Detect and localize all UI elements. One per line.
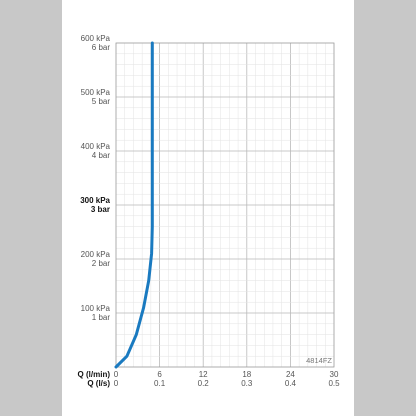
y-tick-bar-label: 5 bar: [92, 97, 111, 106]
plot-border: [115, 42, 335, 368]
x-tick-lmin-label: 30: [330, 370, 339, 379]
x-tick-ls-label: 0.2: [198, 379, 210, 388]
x-tick-ls-label: 0.5: [328, 379, 340, 388]
chart-sheet: [62, 0, 354, 416]
x-tick-lmin-label: 6: [157, 370, 162, 379]
y-tick-bar-label: 2 bar: [92, 259, 111, 268]
x-tick-lmin-label: 24: [286, 370, 295, 379]
x-tick-ls-label: 0.4: [285, 379, 297, 388]
x-tick-ls-label: 0: [114, 379, 119, 388]
y-tick-kpa-label: 500 kPa: [81, 88, 111, 97]
grid: [116, 43, 334, 367]
x-axis-label-ls: Q (l/s): [87, 379, 110, 388]
x-axis-label-lmin: Q (l/min): [78, 370, 111, 379]
y-tick-bar-label: 3 bar: [91, 205, 110, 214]
series-line-0: [114, 41, 154, 369]
x-tick-lmin-label: 18: [242, 370, 251, 379]
y-tick-kpa-label: 100 kPa: [81, 304, 111, 313]
chart-code: 4814FZ: [306, 356, 332, 365]
x-tick-ls-label: 0.3: [241, 379, 253, 388]
y-tick-kpa-label: 300 kPa: [80, 196, 110, 205]
y-tick-bar-label: 6 bar: [92, 43, 111, 52]
x-tick-ls-label: 0.1: [154, 379, 166, 388]
y-tick-bar-label: 4 bar: [92, 151, 111, 160]
y-tick-kpa-label: 200 kPa: [81, 250, 111, 259]
x-tick-lmin-label: 12: [199, 370, 208, 379]
plot-frame: [115, 42, 335, 368]
y-tick-kpa-label: 400 kPa: [81, 142, 111, 151]
y-tick-kpa-label: 600 kPa: [81, 34, 111, 43]
series-layer: [114, 41, 154, 369]
y-tick-bar-label: 1 bar: [92, 313, 111, 322]
x-tick-lmin-label: 0: [114, 370, 119, 379]
